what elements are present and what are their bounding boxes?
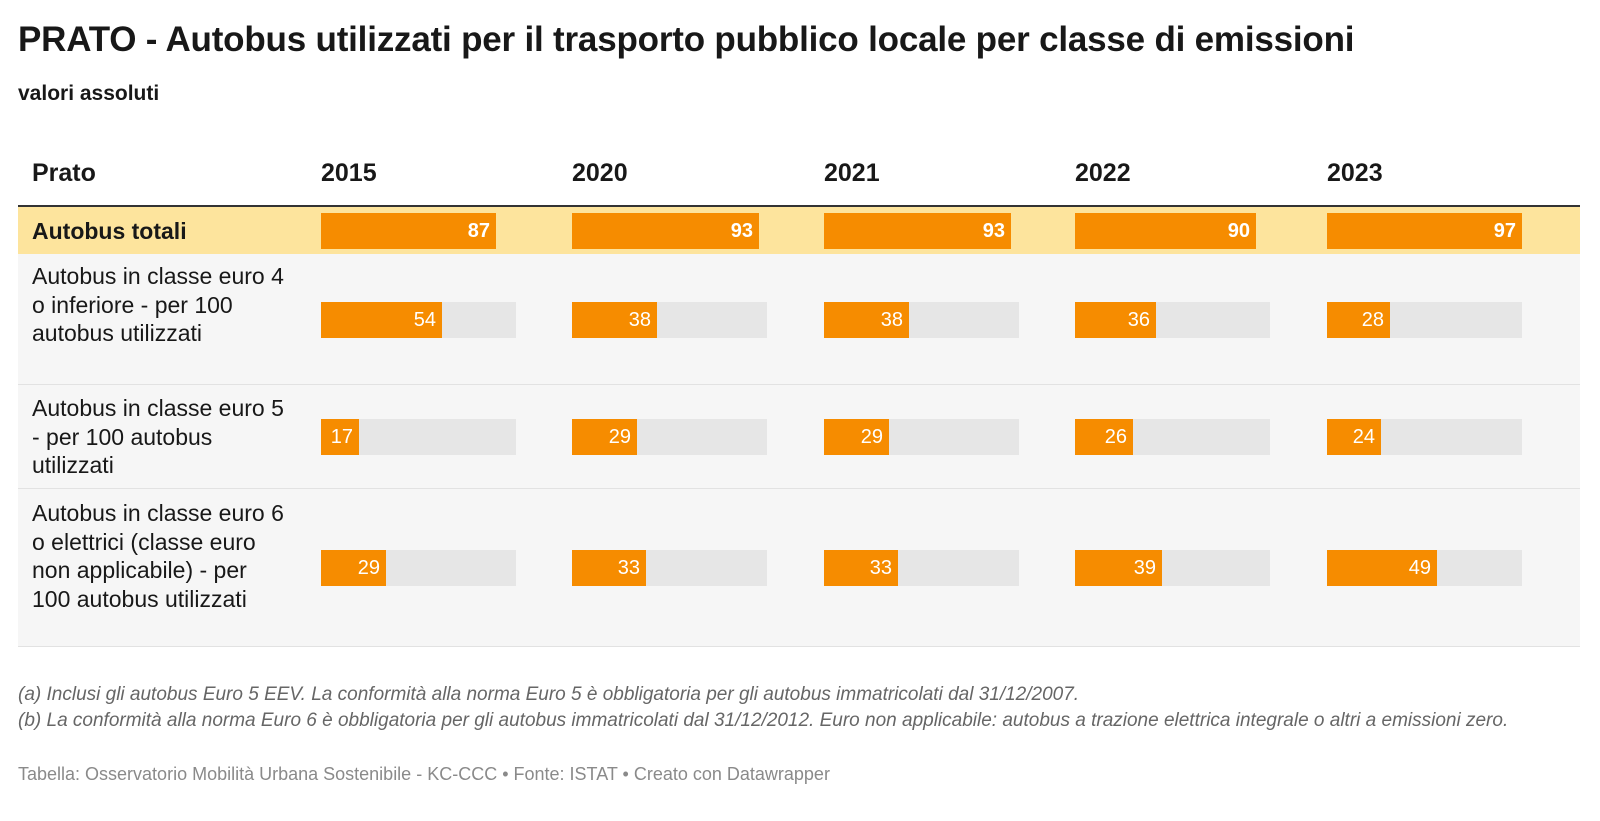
bar-cell: 28 (1327, 302, 1522, 338)
row-label: Autobus in classe euro 4 o inferiore - p… (32, 263, 284, 346)
table-row: Autobus in classe euro 6 o elettrici (cl… (18, 489, 1580, 647)
table-body: Autobus totali 87 93 93 90 97 Autobus in class… (18, 207, 1580, 647)
bar-value-label: 97 (1493, 220, 1516, 242)
bar (824, 302, 909, 338)
bar-value-label: 49 (1408, 557, 1431, 579)
bar (824, 213, 1011, 249)
source-footer: Tabella: Osservatorio Mobilità Urbana So… (18, 764, 830, 784)
bar (321, 302, 442, 338)
bar (321, 419, 359, 455)
bar-cell: 26 (1075, 419, 1270, 455)
bar-cell: 38 (572, 302, 767, 338)
footnotes: (a) Inclusi gli autobus Euro 5 EEV. La c… (18, 682, 1558, 734)
bar-value-label: 33 (617, 557, 640, 579)
bar-value-label: 29 (860, 426, 883, 448)
bar-cell: 97 (1327, 213, 1522, 249)
bar-cell: 29 (824, 419, 1019, 455)
bar-value-label: 38 (628, 309, 651, 331)
chart-subtitle: valori assoluti (18, 82, 160, 105)
bar-value-label: 33 (869, 557, 892, 579)
bar (572, 302, 657, 338)
column-header-2023[interactable]: 2023 (1327, 159, 1383, 187)
bar (572, 550, 646, 586)
bar-cell: 93 (572, 213, 767, 249)
bar-cell: 54 (321, 302, 516, 338)
bar-value-label: 93 (982, 220, 1005, 242)
bar-cell: 93 (824, 213, 1019, 249)
table-row: Autobus totali 87 93 93 90 97 (18, 207, 1580, 254)
bar (572, 213, 759, 249)
bar-value-label: 28 (1361, 309, 1384, 331)
bar-cell: 39 (1075, 550, 1270, 586)
bar-cell: 36 (1075, 302, 1270, 338)
bar-value-label: 29 (357, 557, 380, 579)
bar-value-label: 36 (1127, 309, 1150, 331)
bar (824, 419, 889, 455)
bar-cell: 87 (321, 213, 516, 249)
chart-title: PRATO - Autobus utilizzati per il traspo… (18, 20, 1355, 59)
bar (1075, 550, 1162, 586)
bar-value-label: 54 (413, 309, 436, 331)
row-label: Autobus in classe euro 5 - per 100 autob… (32, 395, 284, 478)
bar (572, 419, 637, 455)
bar-value-label: 29 (608, 426, 631, 448)
bar (1327, 302, 1390, 338)
bar (1327, 550, 1437, 586)
bar (1075, 419, 1133, 455)
footnote-b: (b) La conformità alla norma Euro 6 è ob… (18, 710, 1509, 731)
bar (1327, 213, 1522, 249)
column-header-2020[interactable]: 2020 (572, 159, 628, 187)
column-header-2022[interactable]: 2022 (1075, 159, 1131, 187)
row-label: Autobus in classe euro 6 o elettrici (cl… (32, 500, 284, 612)
bar-cell: 33 (824, 550, 1019, 586)
bar-value-label: 24 (1352, 426, 1375, 448)
bar-cell: 90 (1075, 213, 1270, 249)
bar-value-label: 38 (880, 309, 903, 331)
bar (1075, 302, 1156, 338)
bar (321, 213, 496, 249)
bar-cell: 38 (824, 302, 1019, 338)
footnote-a: (a) Inclusi gli autobus Euro 5 EEV. La c… (18, 684, 1080, 705)
bar (824, 550, 898, 586)
table-header: Prato 2015 2020 2021 2022 2023 (18, 145, 1580, 207)
bar-value-label: 93 (730, 220, 753, 242)
bar-cell: 29 (321, 550, 516, 586)
column-header-2021[interactable]: 2021 (824, 159, 880, 187)
column-header-2015[interactable]: 2015 (321, 159, 377, 187)
bar (1327, 419, 1381, 455)
bar-cell: 49 (1327, 550, 1522, 586)
table-row: Autobus in classe euro 4 o inferiore - p… (18, 254, 1580, 385)
table-row: Autobus in classe euro 5 - per 100 autob… (18, 385, 1580, 489)
bar-cell: 24 (1327, 419, 1522, 455)
bar-value-label: 39 (1133, 557, 1156, 579)
bar-cell: 29 (572, 419, 767, 455)
bar-cell: 33 (572, 550, 767, 586)
bar-cell: 17 (321, 419, 516, 455)
bar (1075, 213, 1256, 249)
bar-value-label: 26 (1104, 426, 1127, 448)
bar (321, 550, 386, 586)
data-table: Prato 2015 2020 2021 2022 2023 Autobus t… (18, 145, 1580, 647)
row-header-label[interactable]: Prato (32, 159, 96, 187)
bar-value-label: 17 (330, 426, 353, 448)
row-label: Autobus totali (32, 218, 187, 244)
bar-value-label: 90 (1227, 220, 1250, 242)
bar-value-label: 87 (467, 220, 490, 242)
